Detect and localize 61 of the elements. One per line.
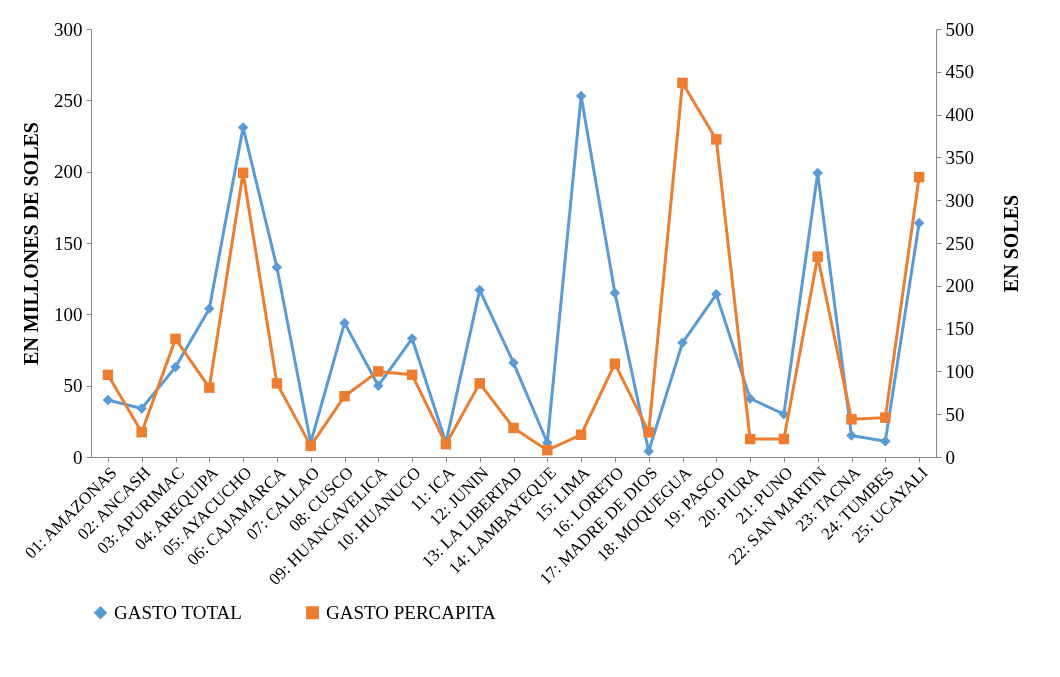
- point: [744, 433, 756, 445]
- y2-tick-label: 100: [945, 360, 974, 382]
- point: [136, 403, 147, 414]
- y2-tick-label: 250: [945, 232, 974, 254]
- y2-tick-label: 0: [945, 446, 955, 468]
- point: [271, 378, 283, 389]
- point: [305, 440, 316, 452]
- point: [204, 303, 215, 314]
- point: [237, 167, 249, 179]
- point: [778, 433, 790, 445]
- y2-tick-label: 350: [945, 146, 974, 168]
- point: [880, 412, 891, 423]
- point: [136, 426, 147, 438]
- legend-label: GASTO PERCAPITA: [326, 601, 496, 623]
- point: [102, 394, 114, 406]
- y-tick-label: 0: [73, 446, 83, 468]
- point: [913, 171, 925, 183]
- point: [711, 289, 722, 300]
- point: [913, 217, 925, 229]
- y2-tick-label: 300: [945, 189, 974, 211]
- y-tick-label: 300: [54, 18, 83, 40]
- point: [170, 361, 181, 373]
- point: [542, 444, 553, 456]
- y2-tick-label: 200: [945, 275, 974, 297]
- point: [575, 429, 587, 440]
- point: [711, 134, 722, 145]
- y2-tick-label: 500: [945, 18, 974, 40]
- point: [406, 333, 418, 344]
- point: [102, 369, 114, 381]
- y2-tick-label: 400: [945, 104, 974, 126]
- point: [677, 77, 688, 89]
- y-tick-label: 150: [54, 232, 83, 254]
- y-tick-label: 50: [63, 375, 83, 397]
- point: [846, 414, 857, 425]
- point: [373, 380, 384, 391]
- point: [846, 430, 857, 441]
- y-tick-label: 250: [54, 89, 83, 111]
- point: [508, 422, 519, 434]
- legend-label: GASTO TOTAL: [114, 601, 242, 623]
- point: [677, 337, 688, 349]
- point: [339, 390, 350, 402]
- point: [609, 287, 621, 299]
- point: [373, 366, 384, 377]
- point: [271, 262, 283, 273]
- point: [643, 426, 654, 438]
- y-tick-label: 100: [54, 303, 83, 325]
- point: [474, 378, 485, 389]
- point: [339, 317, 350, 329]
- y2-tick-label: 50: [945, 403, 965, 425]
- point: [508, 357, 519, 369]
- y2-tick-label: 150: [945, 318, 974, 340]
- y-axis-title: EN MILLONES DE SOLES: [20, 122, 42, 365]
- y-tick-label: 200: [54, 161, 83, 183]
- point: [406, 369, 418, 381]
- y2-axis-title: EN SOLES: [1000, 194, 1022, 293]
- point: [880, 436, 891, 447]
- point: [609, 358, 621, 369]
- point: [812, 251, 823, 262]
- point: [204, 382, 215, 393]
- y2-tick-label: 450: [945, 61, 974, 83]
- point: [170, 333, 181, 345]
